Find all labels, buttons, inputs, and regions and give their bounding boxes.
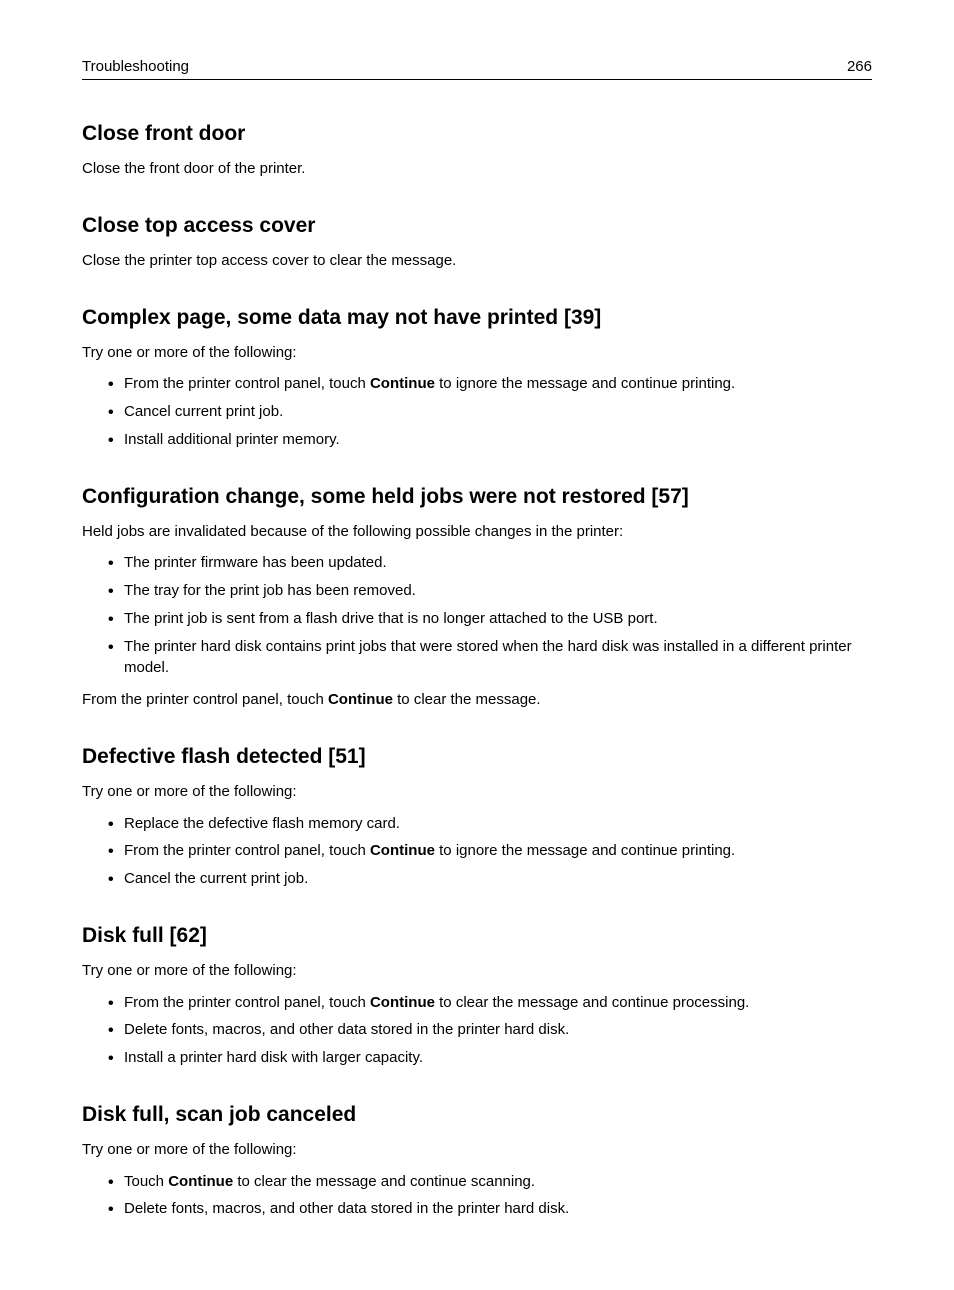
body-paragraph: From the printer control panel, touch Co…: [82, 689, 872, 711]
list-item: The printer hard disk contains print job…: [108, 636, 872, 680]
list-item: Install a printer hard disk with larger …: [108, 1047, 872, 1069]
body-paragraph: Try one or more of the following:: [82, 342, 872, 364]
section-heading: Close front door: [82, 122, 872, 146]
body-paragraph: Held jobs are invalidated because of the…: [82, 521, 872, 543]
list-item: From the printer control panel, touch Co…: [108, 992, 872, 1014]
bullet-list: Touch Continue to clear the message and …: [82, 1171, 872, 1221]
bold-text: Continue: [168, 1173, 233, 1190]
bullet-list: The printer firmware has been updated. Th…: [82, 552, 872, 679]
body-paragraph: Try one or more of the following:: [82, 960, 872, 982]
bullet-list: From the printer control panel, touch Co…: [82, 373, 872, 450]
list-item: The tray for the print job has been remo…: [108, 580, 872, 602]
body-paragraph: Close the front door of the printer.: [82, 158, 872, 180]
list-item: From the printer control panel, touch Co…: [108, 373, 872, 395]
section-heading: Configuration change, some held jobs wer…: [82, 485, 872, 509]
list-item: Install additional printer memory.: [108, 429, 872, 451]
list-item: Replace the defective flash memory card.: [108, 813, 872, 835]
bullet-list: From the printer control panel, touch Co…: [82, 992, 872, 1069]
bold-text: Continue: [370, 994, 435, 1011]
bold-text: Continue: [328, 691, 393, 708]
body-paragraph: Close the printer top access cover to cl…: [82, 250, 872, 272]
list-item: Delete fonts, macros, and other data sto…: [108, 1198, 872, 1220]
list-item: The printer firmware has been updated.: [108, 552, 872, 574]
section-heading: Disk full, scan job canceled: [82, 1103, 872, 1127]
document-page: Troubleshooting 266 Close front doorClos…: [0, 0, 954, 1290]
bold-text: Continue: [370, 842, 435, 859]
header-page-number: 266: [847, 58, 872, 75]
header-section-name: Troubleshooting: [82, 58, 189, 75]
bold-text: Continue: [370, 375, 435, 392]
list-item: Delete fonts, macros, and other data sto…: [108, 1019, 872, 1041]
section-heading: Close top access cover: [82, 214, 872, 238]
page-content: Close front door Close the front door of …: [82, 122, 872, 1220]
list-item: Cancel current print job.: [108, 401, 872, 423]
list-item: Touch Continue to clear the message and …: [108, 1171, 872, 1193]
list-item: The print job is sent from a flash drive…: [108, 608, 872, 630]
running-header: Troubleshooting 266: [82, 58, 872, 80]
section-heading: Defective flash detected [51]: [82, 745, 872, 769]
list-item: From the printer control panel, touch Co…: [108, 840, 872, 862]
bullet-list: Replace the defective flash memory card.…: [82, 813, 872, 890]
section-heading: Complex page, some data may not have pri…: [82, 306, 872, 330]
section-heading: Disk full [62]: [82, 924, 872, 948]
body-paragraph: Try one or more of the following:: [82, 1139, 872, 1161]
body-paragraph: Try one or more of the following:: [82, 781, 872, 803]
list-item: Cancel the current print job.: [108, 868, 872, 890]
